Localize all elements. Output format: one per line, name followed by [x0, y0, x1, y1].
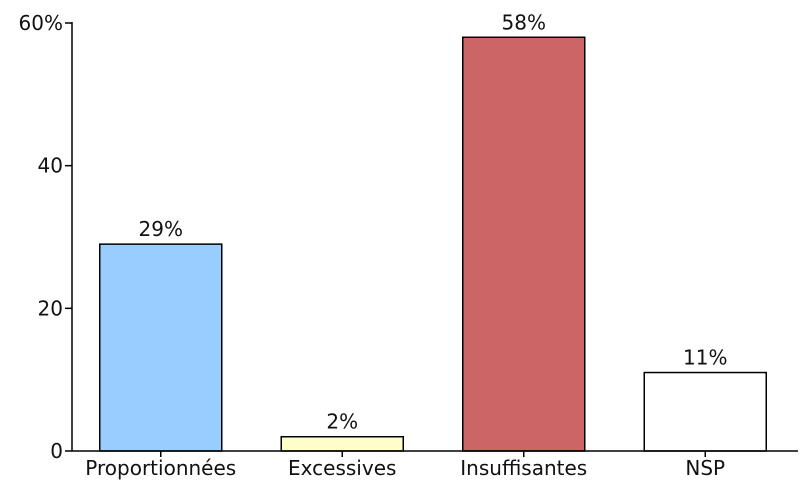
- y-axis: 0 20 40 60%: [19, 11, 73, 463]
- bar: [280, 435, 404, 452]
- bar-value-label: 2%: [326, 410, 358, 434]
- y-tick-label: 60%: [19, 11, 63, 35]
- bars: 29% 2% 58% 11%: [99, 10, 767, 452]
- y-tick-label: 0: [50, 439, 63, 463]
- x-axis: Proportionnées Excessives Insuffisantes NSP: [72, 450, 798, 480]
- bar: [462, 36, 586, 452]
- x-tick-label: NSP: [685, 456, 725, 480]
- bar: [99, 243, 223, 452]
- bar-value-label: 11%: [683, 346, 727, 370]
- bar-value-label: 58%: [502, 10, 546, 34]
- bar-value-label: 29%: [139, 217, 183, 241]
- x-tick-label: Insuffisantes: [460, 456, 587, 480]
- y-tick-label: 20: [38, 296, 63, 320]
- y-tick-label: 40: [38, 154, 63, 178]
- x-tick-label: Excessives: [288, 456, 396, 480]
- x-tick-label: Proportionnées: [85, 456, 236, 480]
- bar: [643, 371, 767, 452]
